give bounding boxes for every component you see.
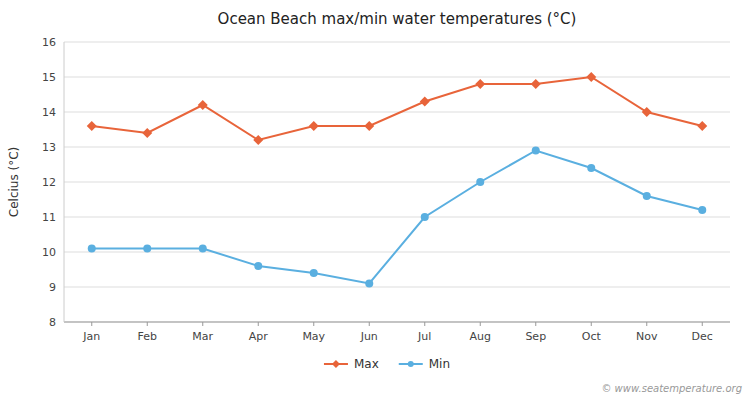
point-marker — [364, 121, 374, 131]
point-marker — [254, 262, 262, 270]
annotation: © www.seatemperature.org — [601, 383, 742, 394]
grid-line — [64, 147, 730, 148]
point-marker — [698, 206, 706, 214]
point-marker — [143, 245, 151, 253]
x-axis-line — [64, 322, 730, 323]
x-tick-label: Jun — [360, 330, 378, 343]
point-marker — [420, 97, 430, 107]
y-tick-label: 14 — [42, 106, 56, 119]
point-marker — [587, 164, 595, 172]
series-line — [92, 151, 703, 284]
y-tick-label: 15 — [42, 71, 56, 84]
grid-line — [64, 77, 730, 78]
x-tick — [424, 322, 425, 326]
point-marker — [253, 135, 263, 145]
x-tick-label: Sep — [525, 330, 546, 343]
y-tick-label: 11 — [42, 211, 56, 224]
chart: Ocean Beach max/min water temperatures (… — [0, 0, 750, 400]
point-marker — [643, 192, 651, 200]
point-marker — [532, 147, 540, 155]
x-tick-label: Jul — [417, 330, 431, 343]
x-tick — [313, 322, 314, 326]
y-tick-label: 13 — [42, 141, 56, 154]
point-marker — [531, 79, 541, 89]
y-axis-label: Celcius (°C) — [7, 147, 21, 217]
grid-line — [64, 42, 730, 43]
x-tick-label: Apr — [249, 330, 269, 343]
x-tick — [591, 322, 592, 326]
point-marker — [142, 128, 152, 138]
x-tick — [202, 322, 203, 326]
point-marker — [421, 213, 429, 221]
y-tick-label: 16 — [42, 36, 56, 49]
x-tick — [258, 322, 259, 326]
y-tick-label: 10 — [42, 246, 56, 259]
grid-line — [64, 182, 730, 183]
point-marker — [309, 121, 319, 131]
point-marker — [476, 178, 484, 186]
legend-item: Min — [399, 357, 450, 371]
y-tick-label: 9 — [49, 281, 56, 294]
y-axis-line — [64, 42, 65, 322]
grid — [64, 42, 730, 322]
grid-line — [64, 217, 730, 218]
legend: Max Min — [324, 357, 450, 371]
point-marker — [365, 280, 373, 288]
point-marker — [310, 269, 318, 277]
x-tick — [369, 322, 370, 326]
y-tick-label: 12 — [42, 176, 56, 189]
x-tick-label: Dec — [692, 330, 713, 343]
title: Ocean Beach max/min water temperatures (… — [218, 10, 577, 28]
point-marker — [642, 107, 652, 117]
x-tick-label: Oct — [582, 330, 602, 343]
x-tick-label: Aug — [470, 330, 491, 343]
x-tick-label: May — [302, 330, 325, 343]
point-marker — [199, 245, 207, 253]
grid-line — [64, 287, 730, 288]
x-tick — [702, 322, 703, 326]
series-line — [92, 77, 703, 140]
legend-item: Max — [324, 357, 379, 371]
point-marker — [697, 121, 707, 131]
legend-marker — [332, 360, 340, 368]
legend-label: Min — [429, 357, 450, 371]
x-tick — [646, 322, 647, 326]
point-marker — [475, 79, 485, 89]
marks — [87, 72, 708, 288]
y-tick-label: 8 — [49, 316, 56, 329]
point-marker — [586, 72, 596, 82]
x-tick — [147, 322, 148, 326]
point-marker — [88, 245, 96, 253]
x-tick-label: Nov — [636, 330, 658, 343]
grid-line — [64, 112, 730, 113]
legend-marker — [408, 361, 414, 367]
x-tick-label: Mar — [192, 330, 213, 343]
x-tick-label: Feb — [138, 330, 157, 343]
x-tick — [480, 322, 481, 326]
legend-label: Max — [354, 357, 379, 371]
x-tick-label: Jan — [82, 330, 100, 343]
point-marker — [198, 100, 208, 110]
x-tick — [91, 322, 92, 326]
x-tick — [535, 322, 536, 326]
point-marker — [87, 121, 97, 131]
grid-line — [64, 322, 730, 323]
